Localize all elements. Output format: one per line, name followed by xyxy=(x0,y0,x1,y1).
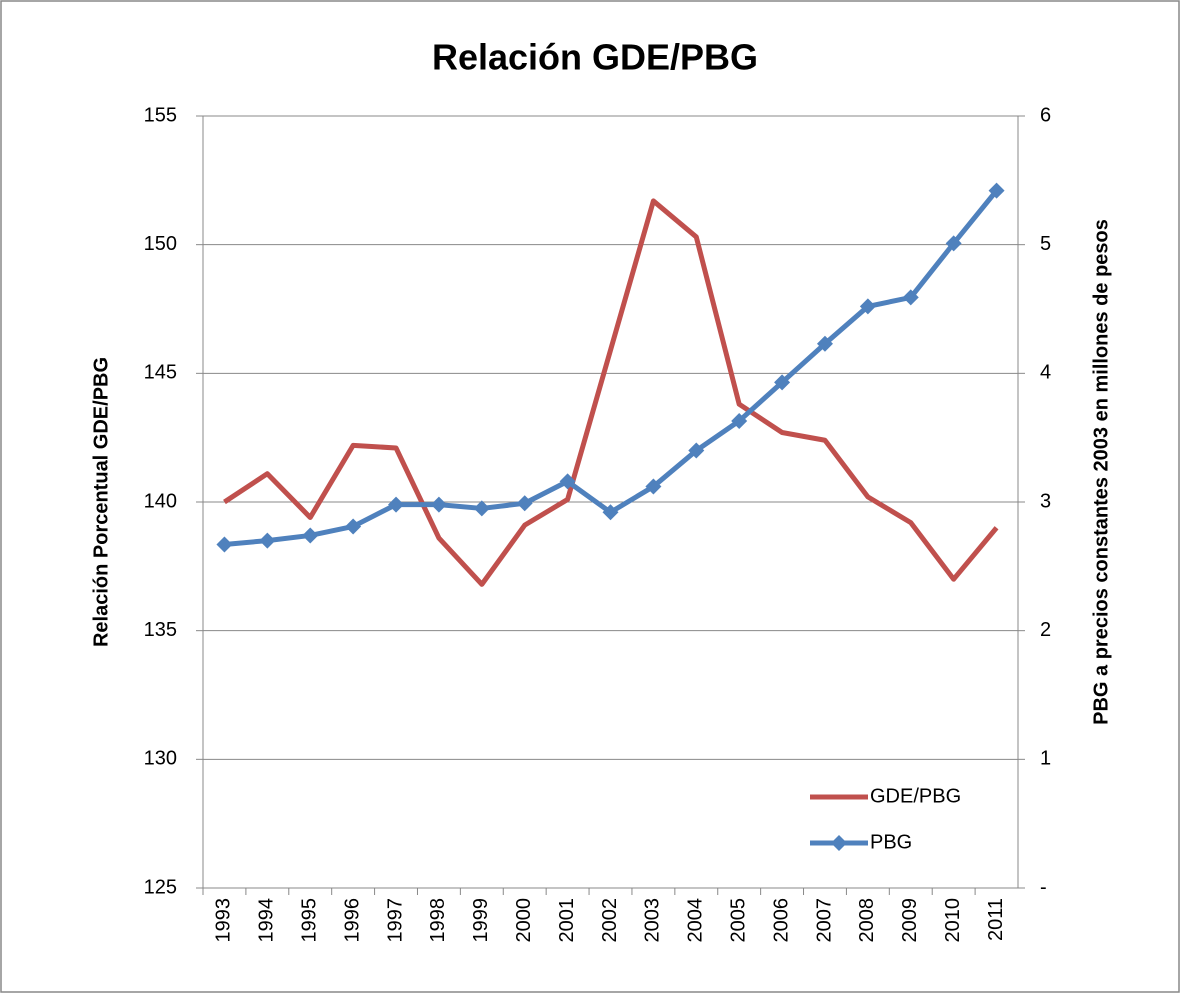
x-tick-label: 2011 xyxy=(985,898,1007,941)
point-marker xyxy=(216,536,233,553)
x-tick-label: 2006 xyxy=(770,898,792,943)
x-tick-label: 2005 xyxy=(727,898,749,943)
point-marker xyxy=(945,235,962,252)
y-tick-label: 130 xyxy=(144,748,177,770)
point-marker xyxy=(688,442,705,459)
y-tick-label: 125 xyxy=(144,876,177,898)
y2-tick-label: 5 xyxy=(1040,233,1051,255)
y2-tick-label: 6 xyxy=(1040,104,1051,126)
y2-tick-label: - xyxy=(1040,876,1047,898)
x-tick-label: 2004 xyxy=(685,898,707,943)
series-line xyxy=(223,198,999,587)
point-marker xyxy=(430,496,447,513)
point-marker xyxy=(988,182,1005,199)
x-tick-label: 2010 xyxy=(942,898,964,943)
y2-axis-title: PBG a precios constantes 2003 en millone… xyxy=(1090,219,1112,725)
x-tick-label: 1995 xyxy=(299,898,321,943)
x-tick-label: 2002 xyxy=(599,898,621,943)
point-marker xyxy=(645,478,662,495)
y-tick-label: 145 xyxy=(144,362,177,384)
x-tick-label: 2009 xyxy=(899,898,921,943)
x-tick-label: 1993 xyxy=(213,898,235,943)
y2-tick-label: 3 xyxy=(1040,490,1051,512)
y2-tick-label: 4 xyxy=(1040,362,1051,384)
point-marker xyxy=(259,532,276,549)
y-axis-title: Relación Porcentual GDE/PBG xyxy=(90,357,112,647)
x-tick-label: 1994 xyxy=(256,898,278,943)
point-marker xyxy=(816,335,833,352)
x-tick-label: 2001 xyxy=(556,898,578,943)
legend-label: PBG xyxy=(870,831,912,853)
point-marker xyxy=(902,289,919,306)
x-tick-label: 1997 xyxy=(384,898,406,943)
plot-area xyxy=(202,115,1019,889)
point-marker xyxy=(731,412,748,429)
x-tick-label: 1996 xyxy=(341,898,363,943)
point-marker xyxy=(559,473,576,490)
x-tick-label: 2000 xyxy=(513,898,535,943)
y-tick-label: 135 xyxy=(144,619,177,641)
legend-marker xyxy=(831,835,847,851)
legend-label: GDE/PBG xyxy=(870,785,961,807)
y-tick-label: 140 xyxy=(144,490,177,512)
point-marker xyxy=(345,518,362,535)
y-tick-label: 155 xyxy=(144,104,177,126)
y2-tick-label: 1 xyxy=(1040,748,1051,770)
x-tick-label: 2007 xyxy=(813,898,835,943)
y2-tick-label: 2 xyxy=(1040,619,1051,641)
point-marker xyxy=(473,500,490,517)
point-marker xyxy=(302,527,319,544)
point-marker xyxy=(388,496,405,513)
point-marker xyxy=(602,504,619,521)
x-tick-label: 1998 xyxy=(427,898,449,943)
chart-title: Relación GDE/PBG xyxy=(432,37,758,78)
point-marker xyxy=(516,495,533,512)
x-tick-label: 2008 xyxy=(856,898,878,943)
x-tick-label: 1999 xyxy=(470,898,492,943)
point-marker xyxy=(859,298,876,315)
point-marker xyxy=(774,374,791,391)
y-tick-label: 150 xyxy=(144,233,177,255)
x-tick-label: 2003 xyxy=(642,898,664,943)
